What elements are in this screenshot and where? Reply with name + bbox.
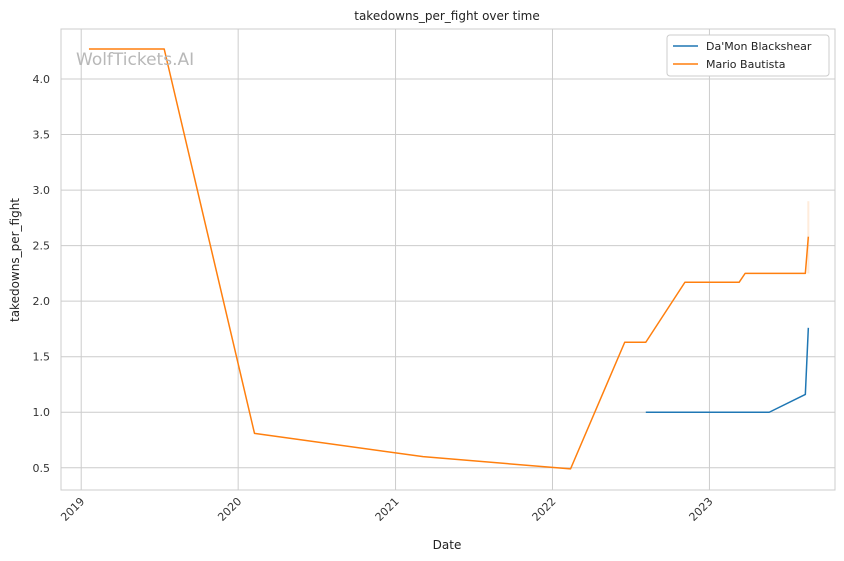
y-tick-label: 3.5 <box>33 129 51 142</box>
watermark-text: WolfTickets.AI <box>76 50 194 70</box>
y-tick-label: 2.5 <box>33 240 51 253</box>
x-tick-label: 2020 <box>215 495 244 524</box>
x-tick-label: 2022 <box>530 495 559 524</box>
series-line-da-mon-blackshear <box>645 327 810 413</box>
chart-title: takedowns_per_fight over time <box>354 9 540 23</box>
x-tick-labels: 2019 2020 2021 2022 2023 <box>58 495 715 524</box>
y-tick-label: 1.0 <box>33 406 51 419</box>
legend-box <box>666 34 830 77</box>
x-tick-label: 2023 <box>687 495 716 524</box>
y-axis-title: takedowns_per_fight <box>8 198 22 322</box>
plot-frame <box>60 28 836 491</box>
y-tick-label: 1.5 <box>33 351 51 364</box>
y-tick-labels: 0.5 1.0 1.5 2.0 2.5 3.0 3.5 4.0 <box>33 73 51 475</box>
series-lines <box>88 48 810 470</box>
x-tick-label: 2019 <box>58 495 87 524</box>
y-tick-label: 0.5 <box>33 462 51 475</box>
y-tick-label: 3.0 <box>33 184 51 197</box>
legend: Da'Mon Blackshear Mario Bautista <box>666 34 830 77</box>
x-axis-title: Date <box>433 538 462 552</box>
x-tick-label: 2021 <box>373 495 402 524</box>
y-tick-label: 2.0 <box>33 295 51 308</box>
series-line-mario-bautista <box>88 48 810 470</box>
y-tick-label: 4.0 <box>33 73 51 86</box>
grid-lines <box>61 29 835 490</box>
legend-label-damon-blackshear: Da'Mon Blackshear <box>706 40 812 53</box>
legend-label-mario-bautista: Mario Bautista <box>706 58 785 71</box>
